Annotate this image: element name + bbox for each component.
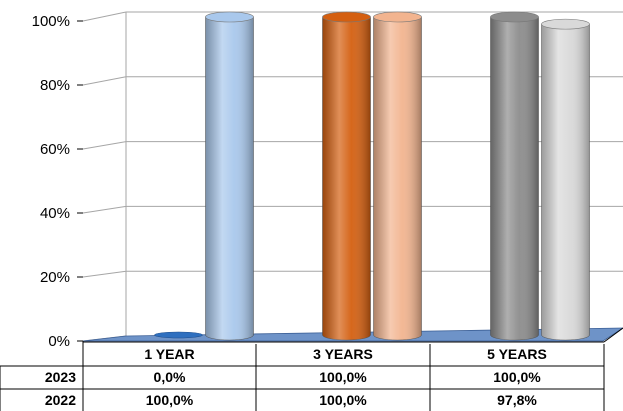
data-label: 100,0%	[146, 392, 194, 408]
data-label: 100,0%	[493, 369, 541, 385]
side-wall-gridline	[82, 205, 127, 214]
bar-top	[322, 11, 371, 23]
series-label: 2022	[45, 392, 76, 408]
bar-shading	[373, 17, 422, 340]
y-tick-label: 20%	[40, 269, 70, 286]
floor-edge	[603, 327, 623, 343]
bar-shading	[322, 17, 371, 340]
category-label: 3 YEARS	[313, 346, 373, 362]
side-wall-gridline	[82, 11, 127, 22]
bar-2022-1-year	[205, 11, 254, 341]
category-label: 1 YEAR	[144, 346, 194, 362]
data-label: 100,0%	[319, 392, 367, 408]
bar-2022-3-years	[373, 11, 422, 341]
bar-2022-5-years	[541, 18, 590, 341]
bar-2023-1-year	[154, 331, 203, 339]
y-tick-label: 0%	[48, 333, 70, 350]
data-label: 0,0%	[154, 369, 186, 385]
data-label: 100,0%	[319, 369, 367, 385]
bar-2023-5-years	[490, 11, 539, 341]
side-wall-gridline	[82, 270, 127, 278]
bar-shading	[490, 17, 539, 340]
bar-shading	[541, 24, 590, 341]
bar-2023-3-years	[322, 11, 371, 341]
data-label: 97,8%	[497, 392, 537, 408]
y-tick-label: 100%	[32, 13, 70, 30]
bar-top	[490, 11, 539, 23]
y-tick-label: 60%	[40, 141, 70, 158]
side-wall-gridline	[82, 76, 127, 86]
bar-zero-disc	[154, 331, 203, 339]
category-label: 5 YEARS	[487, 346, 547, 362]
side-wall-gridline	[82, 141, 127, 150]
bar-top	[541, 18, 590, 30]
bar-top	[205, 11, 254, 23]
series-label: 2023	[45, 369, 76, 385]
bar-top	[373, 11, 422, 23]
y-tick-label: 80%	[40, 77, 70, 94]
y-tick-label: 40%	[40, 205, 70, 222]
bar-shading	[205, 17, 254, 340]
